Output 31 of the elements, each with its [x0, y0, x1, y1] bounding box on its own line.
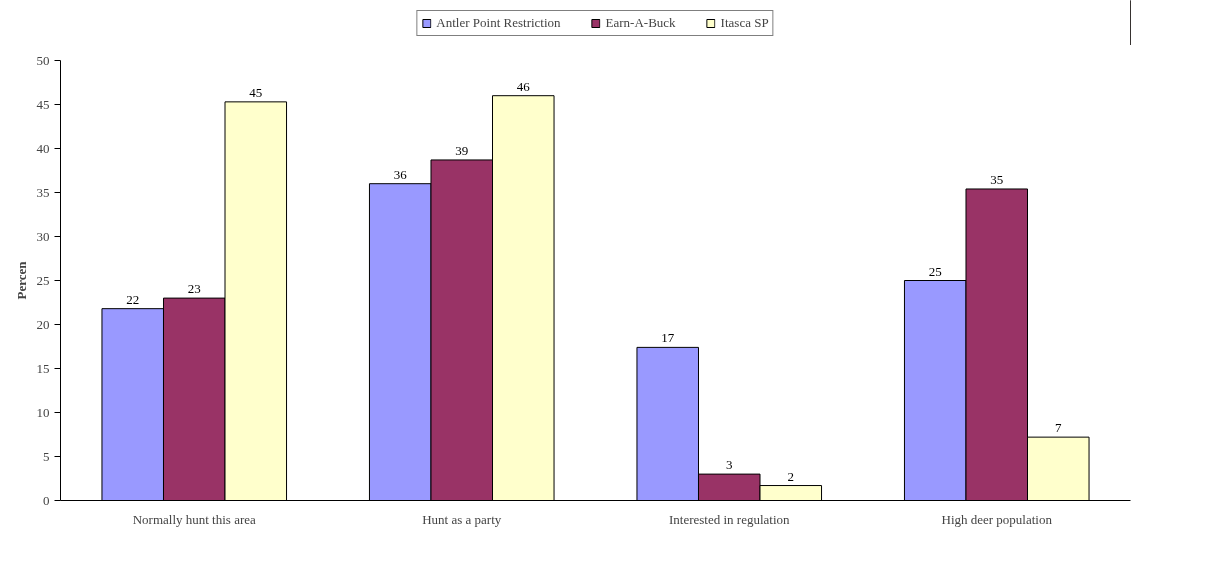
data-label: 17 [661, 330, 675, 346]
data-label: 2 [787, 468, 795, 484]
y-tick-label: 20 [36, 316, 50, 332]
y-tick-label: 45 [36, 96, 50, 112]
y-tick-label: 25 [36, 272, 50, 288]
data-label: 36 [393, 166, 408, 182]
y-axis-title: Percen [13, 260, 29, 300]
y-tick-label: 50 [36, 52, 50, 68]
data-label: 22 [126, 291, 140, 307]
legend-label: Earn-A-Buck [605, 14, 676, 31]
y-tick-label: 15 [36, 360, 50, 376]
x-tick-label: High deer population [941, 511, 1053, 527]
data-label: 35 [990, 171, 1004, 187]
x-tick-label: Interested in regulation [668, 511, 791, 527]
legend-label: Itasca SP [720, 14, 769, 31]
y-tick-label: 40 [36, 140, 50, 156]
data-label: 25 [928, 263, 942, 279]
x-tick-label: Normally hunt this area [132, 511, 257, 527]
y-tick-label: 10 [36, 404, 50, 420]
legend-label: Antler Point Restriction [436, 14, 561, 31]
x-tick-label: Hunt as a party [422, 511, 502, 527]
data-label: 23 [187, 281, 201, 297]
y-tick-label: 5 [43, 448, 50, 464]
data-label: 7 [1055, 420, 1063, 436]
y-tick-label: 35 [36, 184, 50, 200]
y-tick-label: 30 [36, 228, 50, 244]
data-label: 39 [455, 142, 469, 158]
data-label: 46 [516, 78, 531, 94]
data-label: 45 [249, 84, 263, 100]
y-tick-label: 0 [43, 492, 50, 508]
data-label: 3 [726, 457, 733, 473]
